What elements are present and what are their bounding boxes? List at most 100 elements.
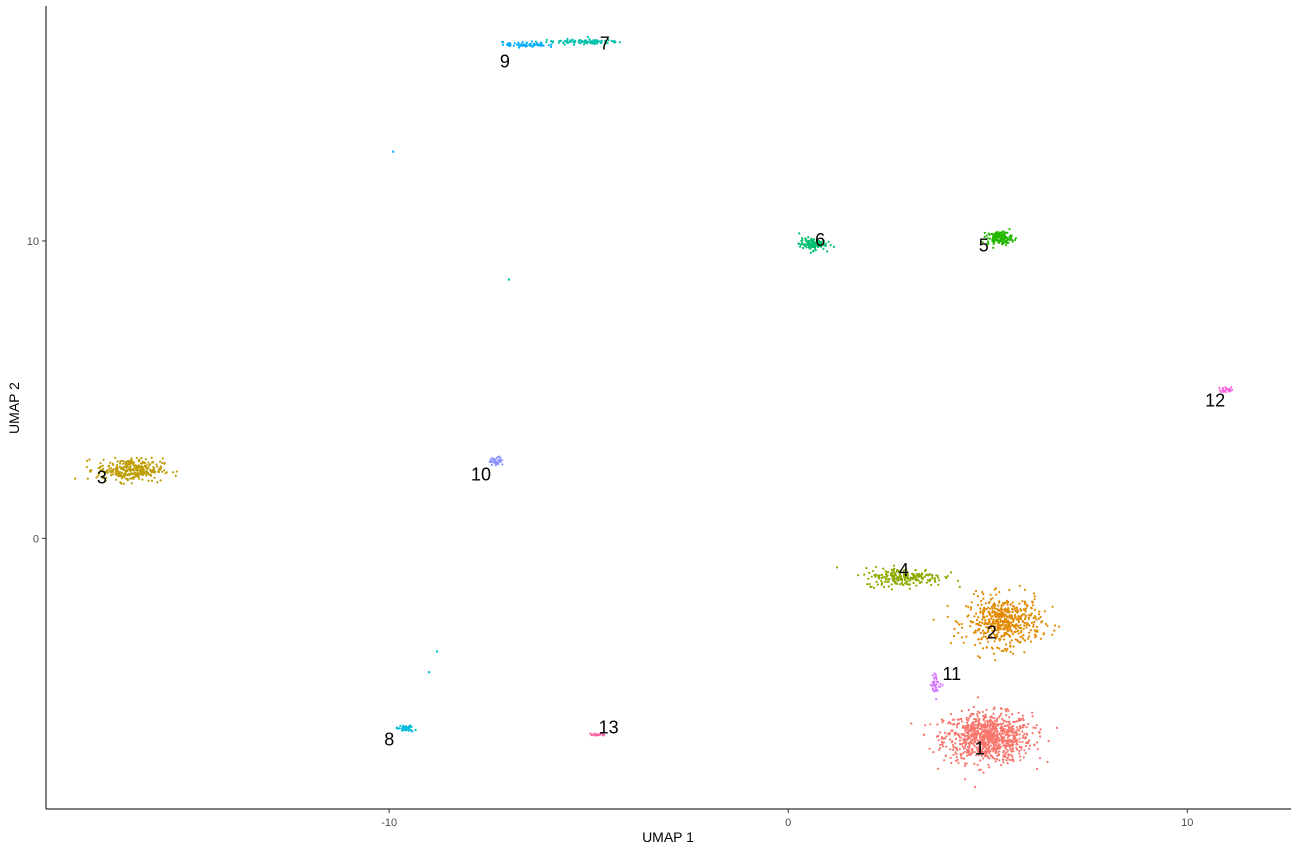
data-point: [981, 730, 984, 733]
data-point: [100, 469, 103, 472]
data-point: [951, 744, 955, 747]
cluster-4-points: [836, 564, 961, 591]
data-point: [1009, 617, 1012, 620]
data-point: [997, 628, 1000, 632]
data-point: [989, 733, 993, 736]
data-point: [1028, 747, 1031, 751]
data-point: [1005, 714, 1008, 717]
cluster-label-3: 3: [97, 468, 107, 488]
data-point: [1005, 720, 1008, 724]
data-point: [971, 721, 975, 724]
data-point: [975, 718, 978, 721]
data-point: [1008, 611, 1011, 614]
data-point: [996, 613, 999, 617]
data-point: [960, 622, 963, 626]
data-point: [809, 246, 812, 249]
data-point: [935, 677, 938, 681]
data-point: [1009, 614, 1012, 617]
data-point: [814, 249, 817, 252]
data-point: [997, 723, 1000, 726]
data-point: [509, 43, 512, 47]
data-point: [898, 571, 901, 574]
data-point: [143, 462, 147, 465]
data-point: [498, 459, 501, 462]
data-point: [129, 465, 132, 468]
data-point: [596, 41, 599, 44]
data-point: [966, 737, 969, 740]
data-point: [133, 465, 136, 469]
points-layer: [74, 35, 1234, 789]
data-point: [990, 738, 993, 741]
data-point: [956, 621, 959, 624]
data-point: [937, 583, 940, 586]
data-point: [985, 731, 988, 734]
data-point: [130, 457, 133, 460]
data-point: [490, 460, 493, 464]
data-point: [1027, 723, 1030, 726]
data-point: [827, 240, 830, 243]
data-point: [868, 571, 871, 575]
data-point: [898, 583, 902, 586]
data-point: [991, 727, 994, 730]
data-point: [400, 729, 403, 732]
data-point: [946, 732, 949, 735]
data-point: [999, 237, 1002, 240]
data-point: [932, 751, 935, 754]
data-point: [607, 39, 610, 42]
data-point: [995, 730, 999, 733]
data-point: [983, 735, 986, 738]
data-point: [1020, 629, 1023, 633]
data-point: [979, 759, 982, 762]
data-point: [501, 459, 504, 462]
data-point: [971, 713, 974, 716]
data-point: [399, 724, 402, 727]
data-point: [130, 482, 133, 485]
cluster-label-8: 8: [384, 729, 394, 749]
data-point: [1046, 624, 1049, 627]
data-point: [941, 743, 944, 746]
data-point: [1008, 588, 1011, 592]
data-point: [143, 465, 146, 468]
data-point: [1010, 630, 1013, 633]
data-point: [1005, 643, 1008, 646]
data-point: [974, 727, 977, 730]
data-point: [149, 463, 152, 466]
data-point: [992, 240, 995, 243]
ticks-layer: -10 0 10 0 10: [27, 236, 1194, 829]
data-point: [975, 734, 978, 737]
data-point: [517, 42, 520, 45]
data-point: [138, 459, 141, 462]
data-point: [1016, 624, 1019, 627]
data-point: [992, 604, 995, 607]
data-point: [978, 768, 981, 772]
data-point: [102, 474, 105, 477]
data-point: [965, 748, 969, 752]
data-point: [973, 730, 976, 733]
data-point: [104, 479, 107, 482]
data-point: [994, 236, 997, 239]
data-point: [936, 767, 940, 770]
data-point: [1035, 618, 1038, 621]
data-point: [966, 723, 970, 727]
data-point: [809, 242, 812, 245]
data-point: [986, 242, 989, 245]
data-point: [821, 243, 824, 246]
data-point: [1009, 236, 1013, 239]
data-point: [829, 244, 832, 247]
data-point: [1010, 615, 1013, 619]
y-tick-label: 10: [27, 236, 39, 248]
data-point: [146, 468, 149, 471]
data-point: [993, 731, 996, 734]
data-point: [1011, 610, 1014, 614]
data-point: [999, 619, 1003, 623]
data-point: [1228, 388, 1231, 391]
data-point: [949, 748, 952, 751]
data-point: [104, 470, 107, 473]
data-point: [954, 751, 957, 754]
data-point: [591, 42, 594, 45]
data-point: [157, 468, 160, 471]
data-point: [1012, 750, 1015, 753]
data-point: [1018, 641, 1021, 644]
data-point: [984, 749, 987, 752]
